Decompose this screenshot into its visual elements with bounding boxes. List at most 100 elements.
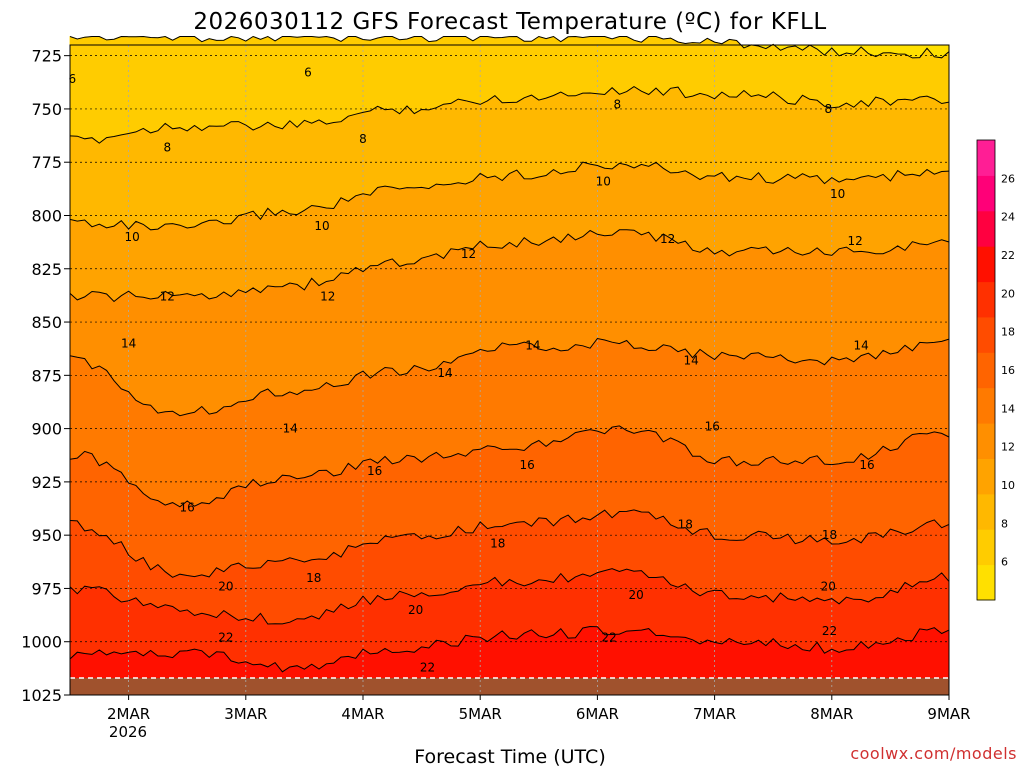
isotherm-label: 12 — [848, 234, 863, 248]
colorbar-swatch — [977, 352, 995, 389]
isotherm-label: 12 — [160, 290, 175, 304]
isotherm-6 — [69, 35, 950, 59]
isotherm-label: 18 — [490, 537, 505, 551]
isotherm-label: 22 — [420, 660, 435, 674]
colorbar-label: 10 — [1001, 479, 1015, 492]
x-tick-label: 9MAR — [927, 705, 970, 723]
grid-lines — [70, 45, 949, 695]
colorbar-swatch — [977, 140, 995, 176]
isotherm-label: 20 — [821, 579, 836, 593]
colorbar-swatch — [977, 564, 995, 601]
y-tick-label: 725 — [31, 47, 62, 66]
ground-layer — [70, 677, 949, 695]
isotherm-label: 8 — [163, 140, 171, 154]
isotherm-20 — [69, 568, 950, 625]
colorbar-swatch — [977, 423, 995, 459]
colorbar-label: 20 — [1001, 287, 1015, 300]
isotherm-label: 12 — [461, 247, 476, 261]
isotherm-label: 16 — [519, 458, 534, 472]
colorbar-swatch — [977, 246, 995, 283]
y-tick-label: 950 — [31, 526, 62, 545]
isotherm-label: 22 — [218, 631, 233, 645]
chart-title: 2026030112 GFS Forecast Temperature (ºC)… — [193, 9, 826, 35]
isotherm-label: 20 — [218, 579, 233, 593]
isotherm-label: 16 — [705, 420, 720, 434]
isotherm-label: 8 — [613, 98, 621, 112]
y-tick-label: 1000 — [21, 633, 62, 652]
temperature-bands — [69, 36, 950, 696]
isotherm-label: 8 — [359, 132, 367, 146]
isotherm-label: 14 — [853, 339, 868, 353]
isotherm-label: 10 — [596, 174, 611, 188]
isotherm-label: 10 — [830, 187, 845, 201]
y-tick-label: 825 — [31, 260, 62, 279]
isotherm-10 — [69, 161, 950, 231]
colorbar-swatch — [977, 458, 995, 495]
colorbar-swatch — [977, 175, 995, 212]
isotherm-label: 16 — [367, 464, 382, 478]
isotherm-label: 20 — [628, 588, 643, 602]
isotherm-label: 14 — [525, 339, 540, 353]
isotherm-lines — [69, 35, 950, 673]
x-axis-title: Forecast Time (UTC) — [414, 746, 605, 768]
isotherm-label: 6 — [68, 72, 76, 86]
ground-fill — [70, 677, 949, 695]
colorbar-swatch — [977, 529, 995, 566]
isotherm-22 — [69, 625, 950, 673]
isotherm-label: 22 — [601, 631, 616, 645]
isotherm-label: 18 — [306, 571, 321, 585]
y-tick-label: 800 — [31, 207, 62, 226]
isotherm-label: 22 — [822, 624, 837, 638]
y-tick-label: 925 — [31, 473, 62, 492]
x-tick-label: 7MAR — [693, 705, 736, 723]
y-tick-label: 775 — [31, 153, 62, 172]
isotherm-label: 18 — [678, 518, 693, 532]
isotherm-8 — [69, 86, 950, 144]
x-axis-year-label: 2026 — [109, 723, 147, 741]
isotherm-label: 14 — [121, 336, 136, 350]
y-tick-label: 875 — [31, 366, 62, 385]
isotherm-label: 14 — [283, 422, 298, 436]
isotherm-label: 6 — [304, 66, 312, 80]
x-tick-label: 5MAR — [459, 705, 502, 723]
colorbar-frame — [976, 139, 996, 601]
isotherm-16 — [69, 425, 950, 508]
x-tick-label: 2MAR — [107, 705, 150, 723]
x-tick-label: 8MAR — [810, 705, 853, 723]
isotherm-label: 16 — [859, 458, 874, 472]
y-tick-label: 900 — [31, 420, 62, 439]
colorbar-label: 24 — [1001, 211, 1015, 224]
isotherm-label: 20 — [408, 603, 423, 617]
isotherm-label: 16 — [180, 501, 195, 515]
isotherm-label: 14 — [437, 366, 452, 380]
plot-frame — [69, 44, 950, 696]
x-axis-ticks: 2MAR 3MAR 4MAR 5MAR 6MAR 7MAR 8MAR 9MAR — [107, 695, 971, 723]
isotherm-label: 10 — [124, 230, 139, 244]
isotherm-label: 8 — [824, 102, 832, 116]
colorbar: 6 8 10 12 14 16 18 20 22 24 26 — [976, 139, 1015, 601]
isotherm-labels: 6 6 8 8 8 8 10 10 10 10 12 12 12 12 12 14 14 14 14 14 14 16 16… — [68, 66, 874, 675]
colorbar-label: 8 — [1001, 517, 1008, 530]
colorbar-swatch — [977, 210, 995, 247]
colorbar-label: 16 — [1001, 364, 1015, 377]
x-tick-label: 6MAR — [576, 705, 619, 723]
colorbar-label: 22 — [1001, 249, 1015, 262]
colorbar-swatch — [977, 316, 995, 353]
colorbar-swatch — [977, 493, 995, 530]
isotherm-label: 12 — [320, 290, 335, 304]
isotherm-label: 10 — [314, 219, 329, 233]
colorbar-swatch — [977, 387, 995, 424]
x-tick-label: 3MAR — [224, 705, 267, 723]
isotherm-14 — [69, 337, 950, 417]
isotherm-12 — [69, 229, 950, 303]
credit-text: coolwx.com/models — [850, 744, 1017, 763]
colorbar-label: 6 — [1001, 556, 1008, 569]
y-tick-label: 850 — [31, 313, 62, 332]
colorbar-label: 18 — [1001, 326, 1015, 339]
colorbar-label: 26 — [1001, 172, 1015, 185]
colorbar-swatch — [977, 281, 995, 318]
isotherm-label: 14 — [684, 353, 699, 367]
y-tick-label: 1025 — [21, 686, 62, 705]
colorbar-label: 12 — [1001, 441, 1015, 454]
